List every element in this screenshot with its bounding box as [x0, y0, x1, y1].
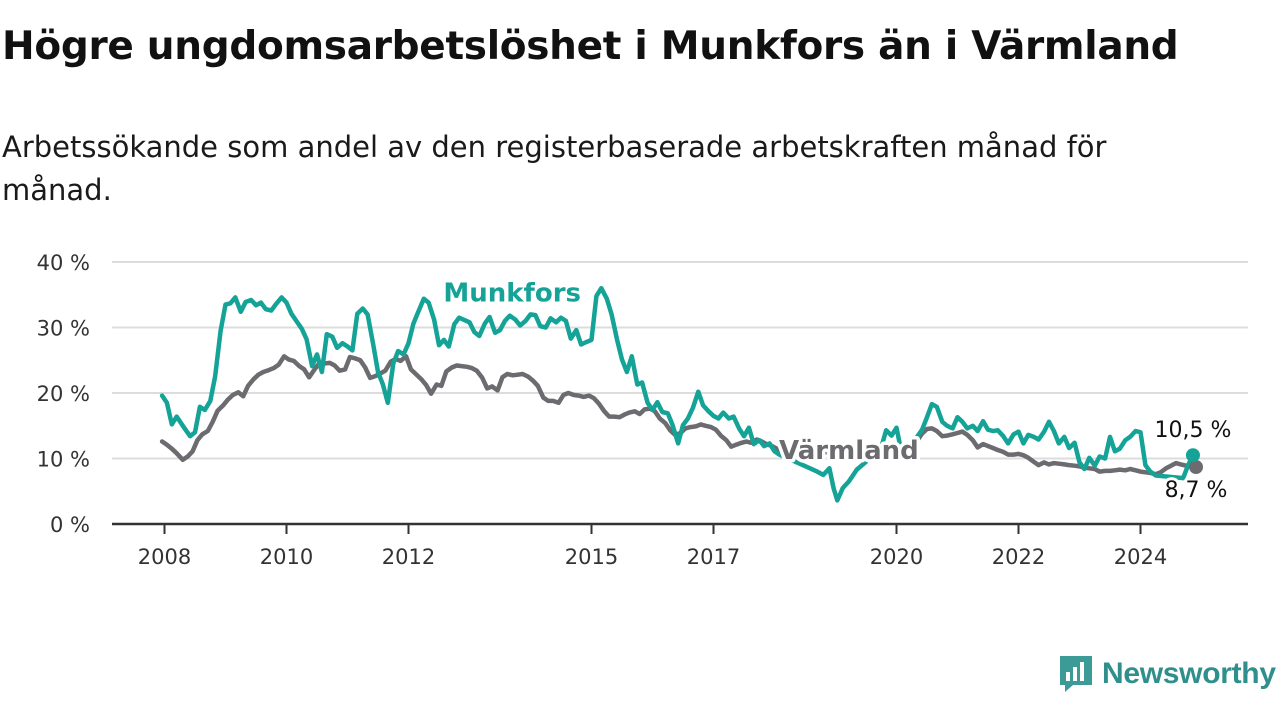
newsworthy-logo: Newsworthy	[1058, 654, 1276, 694]
x-tick-label: 2008	[138, 545, 191, 569]
y-tick-label: 20 %	[37, 382, 90, 406]
end-value-label-varmland: 8,7 %	[1165, 478, 1228, 503]
varmland-line	[159, 354, 1199, 477]
x-tick-label: 2020	[870, 545, 923, 569]
y-tick-label: 30 %	[37, 317, 90, 341]
x-axis-ticks: 2008 2010 2012 2015 2017 2020 2022 2024	[112, 522, 1248, 569]
y-tick-label: 10 %	[37, 448, 90, 472]
x-tick-label: 2015	[565, 545, 618, 569]
y-tick-label: 0 %	[50, 513, 90, 537]
brand-name: Newsworthy	[1102, 657, 1276, 690]
newsworthy-logo-icon	[1060, 656, 1092, 692]
end-value-label-munkfors: 10,5 %	[1155, 418, 1232, 443]
y-tick-label: 40 %	[37, 251, 90, 275]
munkfors-line	[159, 285, 1196, 503]
series-lines	[159, 285, 1204, 503]
series-label-munkfors: Munkfors	[443, 278, 581, 308]
x-tick-label: 2012	[382, 545, 435, 569]
varmland-end-point	[1189, 460, 1204, 475]
y-axis-ticks: 0 % 10 % 20 % 30 % 40 %	[37, 251, 90, 537]
munkfors-end-point	[1185, 448, 1200, 463]
chart-subtitle: Arbetssökande som andel av den registerb…	[2, 130, 1107, 207]
series-labels: Munkfors Värmland 10,5 % 8,7 %	[440, 275, 1235, 506]
x-tick-label: 2010	[260, 545, 313, 569]
chart-title: Högre ungdomsarbetslöshet i Munkfors än …	[2, 24, 1179, 69]
line-chart: 0 % 10 % 20 % 30 % 40 % 2008 2010 2012 2015 2017…	[37, 251, 1248, 569]
x-tick-label: 2024	[1114, 545, 1167, 569]
series-label-varmland: Värmland	[779, 436, 919, 466]
x-tick-label: 2022	[992, 545, 1045, 569]
x-tick-label: 2017	[687, 545, 740, 569]
